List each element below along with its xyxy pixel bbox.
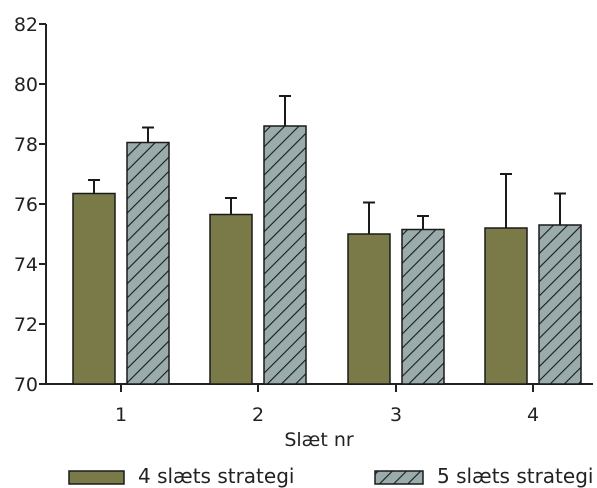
x-tick-label: 1 <box>115 404 127 426</box>
bar-series1-slaet3 <box>347 233 391 385</box>
bar-series2-slaet3 <box>401 228 445 385</box>
legend-label-5-slaets: 5 slæts strategi <box>437 464 593 488</box>
y-tick-label: 70 <box>14 374 38 396</box>
y-tick-label: 78 <box>14 134 38 156</box>
bar-series1-slaet4 <box>484 227 528 385</box>
y-tick-label: 80 <box>14 74 38 96</box>
x-tick-label: 2 <box>252 404 264 426</box>
bar-series <box>72 95 582 385</box>
bar-series1-slaet1 <box>72 192 116 385</box>
y-tick-label: 82 <box>14 14 38 36</box>
y-tick-label: 72 <box>14 314 38 336</box>
bar-series2-slaet1 <box>126 141 170 385</box>
bar-series1-slaet2 <box>209 213 253 385</box>
bar-series2-slaet4 <box>538 224 582 385</box>
x-axis-title: Slæt nr <box>284 429 354 451</box>
x-axis-ticks: 1 2 3 4 <box>115 384 539 426</box>
legend-swatch-4-slaets <box>68 470 125 485</box>
legend-swatch-5-slaets <box>374 470 424 485</box>
bar-series2-slaet2 <box>263 125 307 385</box>
y-tick-label: 76 <box>14 194 38 216</box>
legend: 4 slæts strategi 5 slæts strategi <box>68 464 593 488</box>
legend-label-4-slaets: 4 slæts strategi <box>138 464 294 488</box>
legend-item-4-slaets: 4 slæts strategi <box>68 464 294 488</box>
x-tick-label: 4 <box>527 404 539 426</box>
y-tick-label: 74 <box>14 254 38 276</box>
y-axis-ticks: 70 72 74 76 78 80 82 <box>14 14 46 396</box>
x-tick-label: 3 <box>390 404 402 426</box>
legend-item-5-slaets: 5 slæts strategi <box>374 464 593 488</box>
